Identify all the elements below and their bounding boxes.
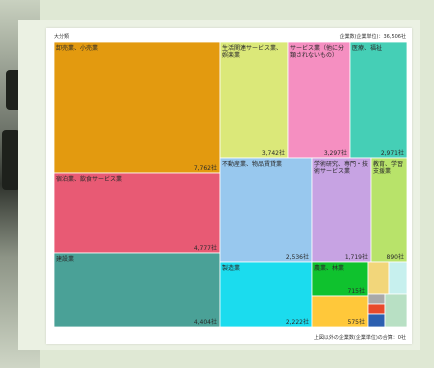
treemap-tile[interactable]: [219, 261, 313, 328]
tile-label: 医療、福祉: [352, 44, 382, 52]
treemap-tile[interactable]: [388, 261, 408, 295]
tile-label: 卸売業、小売業: [56, 44, 98, 52]
tile-value: 7,762社: [194, 164, 217, 172]
treemap-tile[interactable]: [219, 41, 289, 159]
tile-label: 宿泊業、飲食サービス業: [56, 175, 122, 183]
tile-label: 農業、林業: [314, 264, 344, 272]
treemap-tile[interactable]: [311, 295, 369, 328]
tile-value: 2,536社: [286, 253, 309, 261]
treemap-tile[interactable]: [349, 41, 408, 159]
treemap-tile[interactable]: [367, 313, 386, 328]
treemap-tile[interactable]: [367, 303, 386, 315]
treemap-tile[interactable]: [384, 293, 408, 328]
tile-label: 建設業: [56, 255, 74, 263]
tile-value: 2,971社: [381, 149, 404, 157]
treemap-tile[interactable]: [367, 261, 390, 295]
tile-value: 3,297社: [324, 149, 347, 157]
tile-value: 890社: [387, 253, 404, 261]
tile-label: 不動産業、物品賃貸業: [222, 160, 282, 168]
background-stroke: [2, 130, 20, 190]
treemap-tile[interactable]: [370, 157, 408, 263]
tile-label: 製造業: [222, 264, 240, 272]
tile-value: 3,742社: [262, 149, 285, 157]
treemap-tile[interactable]: [53, 252, 221, 328]
treemap-tile[interactable]: [219, 157, 313, 263]
tile-value: 1,719社: [345, 253, 368, 261]
chart-card: 大分類 企業数(企業単位)：36,506社 卸売業、小売業 7,762社宿泊業、飲…: [46, 28, 412, 344]
tile-label: 支援業: [373, 167, 391, 175]
treemap-tile[interactable]: [287, 41, 351, 159]
treemap-tile[interactable]: [53, 41, 221, 174]
treemap-tile[interactable]: [53, 172, 221, 254]
chart-title: 大分類: [54, 34, 70, 40]
tile-label: 生活関連サービス業、: [222, 44, 282, 52]
tile-value: 575社: [348, 318, 365, 326]
tile-label: 娯楽業: [222, 51, 240, 59]
tile-label: サービス業（他に分: [290, 44, 344, 52]
footer-label: 上図以外の企業数(企業単位)の合算：0社: [313, 335, 406, 341]
tile-value: 4,777社: [194, 244, 217, 252]
treemap-tile[interactable]: [367, 293, 386, 305]
total-label: 企業数(企業単位)：36,506社: [339, 34, 406, 40]
treemap-tile[interactable]: [311, 261, 369, 297]
tile-label: 教育、学習: [373, 160, 403, 168]
tile-value: 2,222社: [286, 318, 309, 326]
tile-label: 類されないもの）: [290, 51, 338, 59]
tile-label: 学術研究、専門・技: [314, 160, 368, 168]
tile-label: 術サービス業: [314, 167, 350, 175]
tile-value: 4,404社: [194, 318, 217, 326]
tile-value: 715社: [348, 287, 365, 295]
